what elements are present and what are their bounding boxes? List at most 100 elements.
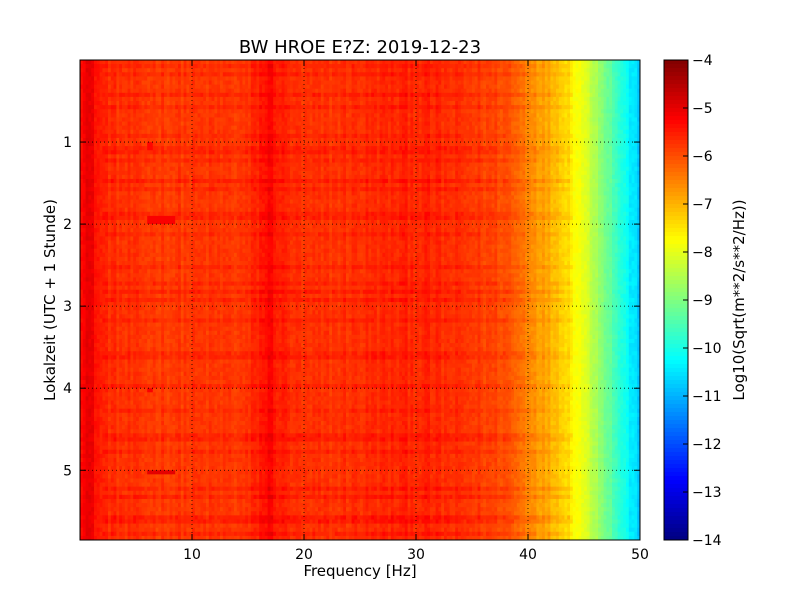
heatmap-cell	[502, 72, 506, 77]
heatmap-cell	[256, 80, 260, 86]
heatmap-cell	[250, 96, 254, 102]
heatmap-cell	[306, 60, 310, 65]
heatmap-cell	[458, 125, 462, 131]
heatmap-cell	[514, 96, 518, 102]
heatmap-cell	[382, 96, 386, 102]
heatmap-cell	[553, 101, 557, 106]
heatmap-cell	[315, 133, 319, 139]
heatmap-cell	[108, 64, 112, 69]
heatmap-cell	[416, 146, 420, 151]
heatmap-cell	[595, 105, 599, 110]
heatmap-cell	[379, 129, 383, 135]
heatmap-cell	[634, 146, 638, 151]
heatmap-cell	[234, 92, 238, 98]
heatmap-cell	[494, 117, 498, 122]
heatmap-cell	[458, 129, 462, 135]
heatmap-cell	[418, 146, 422, 151]
heatmap-cell	[477, 154, 481, 159]
heatmap-cell	[542, 117, 546, 122]
heatmap-cell	[634, 105, 638, 110]
heatmap-cell	[326, 129, 330, 135]
heatmap-cell	[155, 117, 159, 122]
heatmap-cell	[245, 84, 249, 90]
heatmap-cell	[267, 92, 271, 98]
heatmap-cell	[180, 137, 184, 143]
heatmap-cell	[589, 64, 593, 69]
heatmap-cell	[357, 154, 361, 159]
heatmap-cell	[631, 109, 635, 114]
heatmap-cell	[259, 150, 263, 155]
heatmap-cell	[172, 137, 176, 143]
heatmap-cell	[133, 64, 137, 69]
heatmap-cell	[472, 150, 476, 155]
heatmap-cell	[250, 150, 254, 155]
heatmap-cell	[368, 60, 372, 65]
heatmap-cell	[152, 96, 156, 102]
heatmap-cell	[480, 64, 484, 69]
heatmap-cell	[357, 92, 361, 98]
heatmap-cell	[208, 129, 212, 135]
heatmap-cell	[567, 101, 571, 106]
heatmap-cell	[150, 129, 154, 135]
heatmap-cell	[620, 125, 624, 131]
heatmap-cell	[110, 68, 114, 73]
heatmap-cell	[337, 121, 341, 127]
heatmap-cell	[567, 68, 571, 73]
heatmap-cell	[256, 117, 260, 122]
heatmap-cell	[236, 88, 240, 94]
heatmap-cell	[617, 76, 621, 81]
heatmap-cell	[402, 76, 406, 81]
heatmap-cell	[144, 101, 148, 106]
heatmap-cell	[290, 60, 294, 65]
heatmap-cell	[592, 64, 596, 69]
heatmap-cell	[228, 101, 232, 106]
heatmap-cell	[88, 92, 92, 98]
heatmap-cell	[623, 92, 627, 98]
heatmap-cell	[542, 60, 546, 65]
heatmap-cell	[340, 129, 344, 135]
heatmap-cell	[444, 72, 448, 77]
heatmap-cell	[96, 101, 100, 106]
heatmap-cell	[550, 133, 554, 139]
heatmap-cell	[564, 133, 568, 139]
heatmap-cell	[474, 76, 478, 81]
heatmap-cell	[421, 105, 425, 110]
heatmap-cell	[270, 68, 274, 73]
heatmap-cell	[248, 80, 252, 86]
heatmap-cell	[102, 121, 106, 127]
heatmap-cell	[357, 64, 361, 69]
heatmap-cell	[178, 92, 182, 98]
heatmap-cell	[360, 84, 364, 90]
heatmap-cell	[348, 80, 352, 86]
heatmap-cell	[589, 121, 593, 127]
heatmap-cell	[525, 84, 529, 90]
heatmap-cell	[505, 88, 509, 94]
heatmap-cell	[483, 105, 487, 110]
heatmap-cell	[236, 76, 240, 81]
heatmap-cell	[82, 150, 86, 155]
heatmap-cell	[88, 68, 92, 73]
heatmap-cell	[334, 158, 338, 163]
heatmap-cell	[505, 109, 509, 114]
heatmap-cell	[256, 88, 260, 94]
heatmap-cell	[337, 125, 341, 131]
heatmap-cell	[586, 117, 590, 122]
heatmap-cell	[225, 101, 229, 106]
heatmap-cell	[150, 154, 154, 159]
heatmap-cell	[192, 76, 196, 81]
heatmap-cell	[567, 154, 571, 159]
heatmap-cell	[292, 80, 296, 86]
heatmap-cell	[617, 150, 621, 155]
heatmap-cell	[606, 129, 610, 135]
heatmap-cell	[413, 142, 417, 147]
heatmap-cell	[432, 129, 436, 135]
heatmap-cell	[113, 125, 117, 131]
heatmap-cell	[138, 60, 142, 65]
heatmap-cell	[253, 129, 257, 135]
heatmap-cell	[222, 64, 226, 69]
heatmap-cell	[88, 150, 92, 155]
heatmap-cell	[180, 113, 184, 118]
heatmap-cell	[113, 88, 117, 94]
heatmap-cell	[427, 142, 431, 147]
heatmap-cell	[281, 101, 285, 106]
